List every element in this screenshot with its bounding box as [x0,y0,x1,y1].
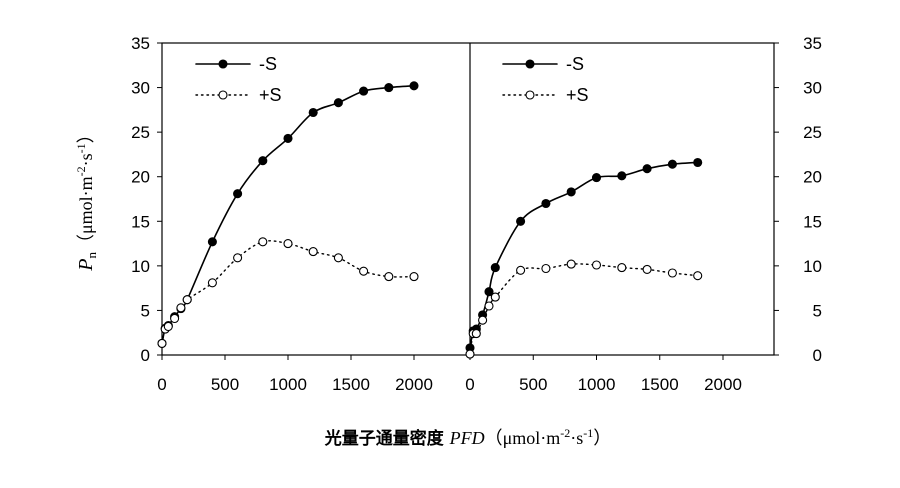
x-tick-label: 0 [157,375,166,394]
data-point-plus-s [333,253,343,263]
y-tick-label-right: 5 [813,301,822,320]
data-point-plus-s [490,292,500,302]
legend-label: -S [259,54,277,74]
y-tick-label: 35 [131,34,150,53]
data-point-minus-s [308,107,318,118]
data-point-minus-s [409,81,419,91]
data-point-plus-s [283,239,293,249]
x-tick-label: 1000 [269,375,307,394]
legend-label: -S [566,54,584,74]
y-tick-label-right: 30 [803,79,822,98]
panel-right: 0 500 1000 1500 2000 [465,157,742,394]
y-tick-label: 25 [131,123,150,142]
data-point-minus-s [207,237,217,247]
data-point-plus-s [170,313,180,324]
panel-left: 0 500 1000 1500 2000 [157,81,433,394]
data-point-plus-s [233,253,243,263]
data-point-plus-s [591,260,602,270]
y-tick-label-right: 25 [803,123,822,142]
legend-swatch-marker [525,59,535,69]
data-point-minus-s [490,263,500,273]
legend-swatch-marker [525,90,535,100]
data-point-plus-s [516,265,526,275]
plot-border [161,42,775,356]
data-point-plus-s [617,263,627,273]
data-point-minus-s [642,164,652,174]
x-tick-label: 2000 [395,375,433,394]
data-point-minus-s [617,171,627,181]
y-tick-label-right: 20 [803,168,822,187]
data-point-plus-s [693,271,703,281]
plot-frame [161,42,775,356]
data-point-plus-s [207,278,217,288]
data-point-minus-s [384,83,394,93]
data-point-minus-s [693,157,703,168]
data-point-minus-s [566,187,576,197]
y-tick-label: 15 [131,212,150,231]
x-tick-label: 1500 [332,375,370,394]
data-point-plus-s [484,301,494,311]
data-point-plus-s [157,338,167,348]
x-tick-label: 500 [211,375,239,394]
y-axis-title: Pn（μmol·m-2·s-1） [74,125,99,271]
data-point-plus-s [359,266,369,276]
x-tick-label: 2000 [704,375,742,394]
data-point-minus-s [258,156,268,166]
legend-swatch-marker [218,59,228,69]
series-line-minus-s [161,85,415,345]
x-tick-label: 1500 [641,375,679,394]
y-tick-label: 10 [131,257,150,276]
data-point-plus-s [465,349,475,359]
data-point-plus-s [566,259,576,269]
x-tick-label: 0 [465,375,474,394]
data-point-plus-s [667,268,677,278]
series-line-minus-s [469,161,699,349]
legend-right: -S +S [502,54,589,105]
y-tick-label: 20 [131,168,150,187]
data-point-minus-s [516,216,526,226]
data-point-plus-s [478,315,488,325]
series-line-plus-s [161,240,415,345]
data-point-plus-s [384,272,394,282]
data-point-plus-s [409,272,419,282]
data-point-plus-s [308,247,318,257]
data-point-minus-s [283,133,293,143]
data-point-minus-s [591,173,602,183]
legend-left: -S +S [195,54,282,105]
legend-swatch-marker [218,90,228,100]
y-tick-label-right: 10 [803,257,822,276]
series-line-plus-s [469,263,699,355]
y-tick-label-right: 0 [813,346,822,365]
data-point-plus-s [471,329,481,339]
y-tick-label: 5 [141,301,150,320]
data-point-plus-s [258,237,268,247]
y-tick-label-right: 15 [803,212,822,231]
data-point-minus-s [333,98,343,108]
legend-label: +S [566,85,589,105]
data-point-plus-s [176,303,186,313]
legend-label: +S [259,85,282,105]
y-tick-label-right: 35 [803,34,822,53]
y-tick-label: 30 [131,79,150,98]
data-point-minus-s [359,86,369,96]
left-y-axis: 0 5 10 15 20 25 30 35 [131,34,162,365]
data-point-plus-s [642,264,652,274]
x-tick-label: 1000 [578,375,616,394]
x-axis-title: 光量子通量密度 PFD（μmol·m-2·s-1） [324,426,612,449]
data-point-minus-s [233,189,243,199]
data-point-minus-s [667,159,677,169]
data-point-minus-s [541,198,551,209]
data-point-plus-s [163,321,173,332]
x-tick-label: 500 [519,375,547,394]
y-tick-label: 0 [141,346,150,365]
data-point-plus-s [182,295,192,305]
right-y-axis: 0 5 10 15 20 25 30 35 [774,34,822,365]
data-point-minus-s [484,287,494,297]
data-point-plus-s [541,263,551,274]
